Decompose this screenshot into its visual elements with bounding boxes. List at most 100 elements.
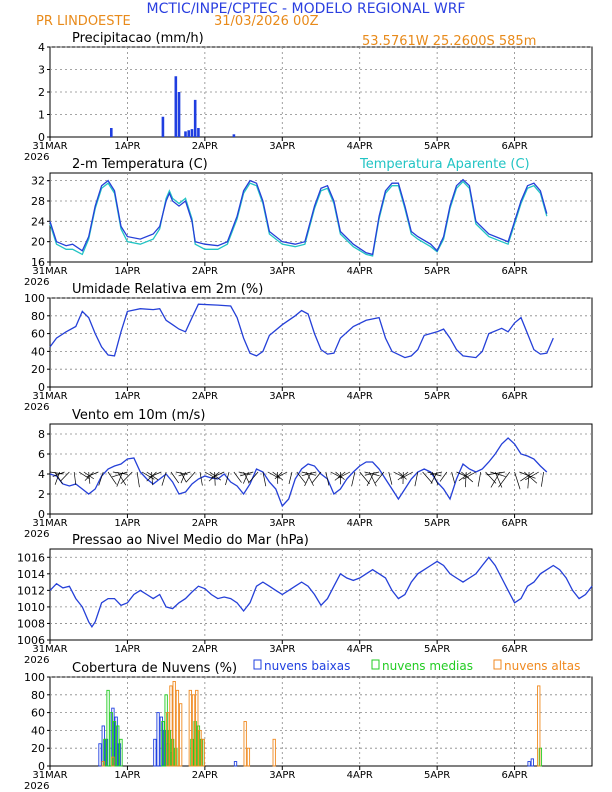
wind-barb [397, 471, 409, 481]
wind-barb [288, 471, 293, 485]
legend-high-label: nuvens altas [504, 659, 580, 673]
wind-barb [111, 471, 128, 478]
x-tick-label: 31MAR [32, 518, 67, 529]
wind-barb [311, 471, 322, 484]
bar-clouds [201, 738, 205, 767]
wind-barb [398, 471, 407, 480]
x-tick-label: 4APR [347, 518, 373, 529]
x-tick-label: 2APR [192, 770, 218, 781]
panel-title: Vento em 10m (m/s) [72, 408, 205, 423]
y-tick-label: 1 [38, 109, 45, 122]
panel-title: Cobertura de Nuvens (%) [72, 661, 237, 676]
bar-clouds [111, 756, 115, 767]
y-tick-label: 1016 [17, 551, 45, 564]
wind-barb [494, 471, 503, 488]
y-tick-label: 20 [31, 363, 45, 376]
wind-barb [520, 471, 535, 482]
wind-barb [112, 471, 128, 475]
panel-title: 2-m Temperatura (C) [72, 157, 208, 172]
bar-precip [177, 92, 181, 137]
y-tick-label: 40 [31, 345, 45, 358]
x-tick-label: 2APR [192, 266, 218, 277]
x-tick-label: 2APR [192, 141, 218, 152]
wind-barb [277, 471, 288, 478]
wind-barb [214, 471, 216, 486]
bar-precip [193, 99, 197, 137]
panel-title: Umidade Relativa em 2m (%) [72, 282, 263, 297]
x-tick-label: 2APR [192, 518, 218, 529]
wind-barb [225, 471, 230, 486]
x-year-label: 2026 [24, 781, 49, 792]
wind-barb [88, 471, 91, 484]
wind-barb [116, 471, 123, 487]
wind-barb [439, 471, 448, 482]
y-tick-label: 1010 [17, 601, 45, 614]
series-line-pressao-hpa- [49, 556, 593, 628]
bar-clouds [101, 761, 105, 767]
wind-barb [73, 471, 77, 485]
legend-high-swatch [493, 659, 502, 670]
wind-barb [458, 471, 472, 481]
bar-precip [232, 134, 236, 137]
x-tick-label: 1APR [114, 518, 140, 529]
wind-barb [304, 471, 312, 487]
bar-clouds [153, 738, 157, 767]
wind-barb [54, 471, 63, 485]
bar-clouds [106, 689, 110, 767]
bar-clouds [175, 689, 180, 767]
wind-barb [325, 471, 330, 486]
wind-barb [375, 471, 385, 484]
wind-barb [170, 471, 180, 484]
x-tick-label: 5APR [424, 518, 450, 529]
bar-clouds [156, 712, 160, 767]
wind-barb [233, 471, 242, 483]
x-tick-label: 4APR [347, 644, 373, 655]
legend-apparent-temp: Temperatura Aparente (C) [359, 157, 530, 172]
wind-barb [49, 471, 64, 475]
wind-barb [400, 471, 414, 479]
x-tick-label: 5APR [424, 141, 450, 152]
panel-title: Precipitacao (mm/h) [72, 31, 204, 46]
wind-barb [136, 471, 140, 488]
y-tick-label: 20 [31, 236, 45, 249]
bar-clouds [195, 689, 199, 767]
wind-barb [161, 471, 167, 486]
panel-frame [49, 172, 593, 263]
x-tick-label: 3APR [269, 770, 295, 781]
wind-barb [240, 471, 254, 477]
x-tick-label: 1APR [114, 266, 140, 277]
x-tick-label: 4APR [347, 770, 373, 781]
y-tick-label: 60 [31, 707, 45, 720]
bar-clouds [233, 761, 238, 767]
bar-clouds [527, 761, 531, 767]
wind-barb [524, 471, 538, 484]
wind-barb [388, 471, 393, 485]
wind-barb [148, 471, 162, 478]
y-tick-label: 0 [38, 131, 45, 144]
bar-clouds [116, 725, 120, 767]
panel-rh: 0 20 40 60 80 100 31MAR 1APR 2APR 3APR 4APR 5APR 6AP… [24, 282, 593, 413]
bar-clouds [243, 721, 247, 767]
wind-barb [369, 471, 377, 487]
x-year-label: 2026 [24, 277, 49, 288]
x-tick-label: 6APR [501, 518, 527, 529]
x-tick-label: 4APR [347, 391, 373, 402]
panel-clouds: 0 20 40 60 80 100 31MAR 1APR 2APR 3APR 4APR 5APR 6AP… [24, 661, 593, 792]
wind-barb [414, 471, 419, 487]
wind-barb [84, 471, 94, 481]
x-tick-label: 1APR [114, 644, 140, 655]
wind-barb [117, 471, 127, 486]
wind-barb [274, 471, 283, 480]
x-tick-label: 5APR [424, 391, 450, 402]
panel-frame [49, 676, 593, 767]
cloud-legend: nuvens baixas nuvens medias nuvens altas [253, 659, 580, 673]
wind-barb [525, 471, 539, 481]
wind-barb [490, 471, 506, 477]
bar-clouds [166, 712, 170, 767]
wind-barb [451, 471, 456, 484]
bar-clouds [537, 685, 541, 767]
bar-clouds [191, 694, 196, 767]
wind-barb [477, 471, 482, 487]
x-tick-label: 5APR [424, 644, 450, 655]
